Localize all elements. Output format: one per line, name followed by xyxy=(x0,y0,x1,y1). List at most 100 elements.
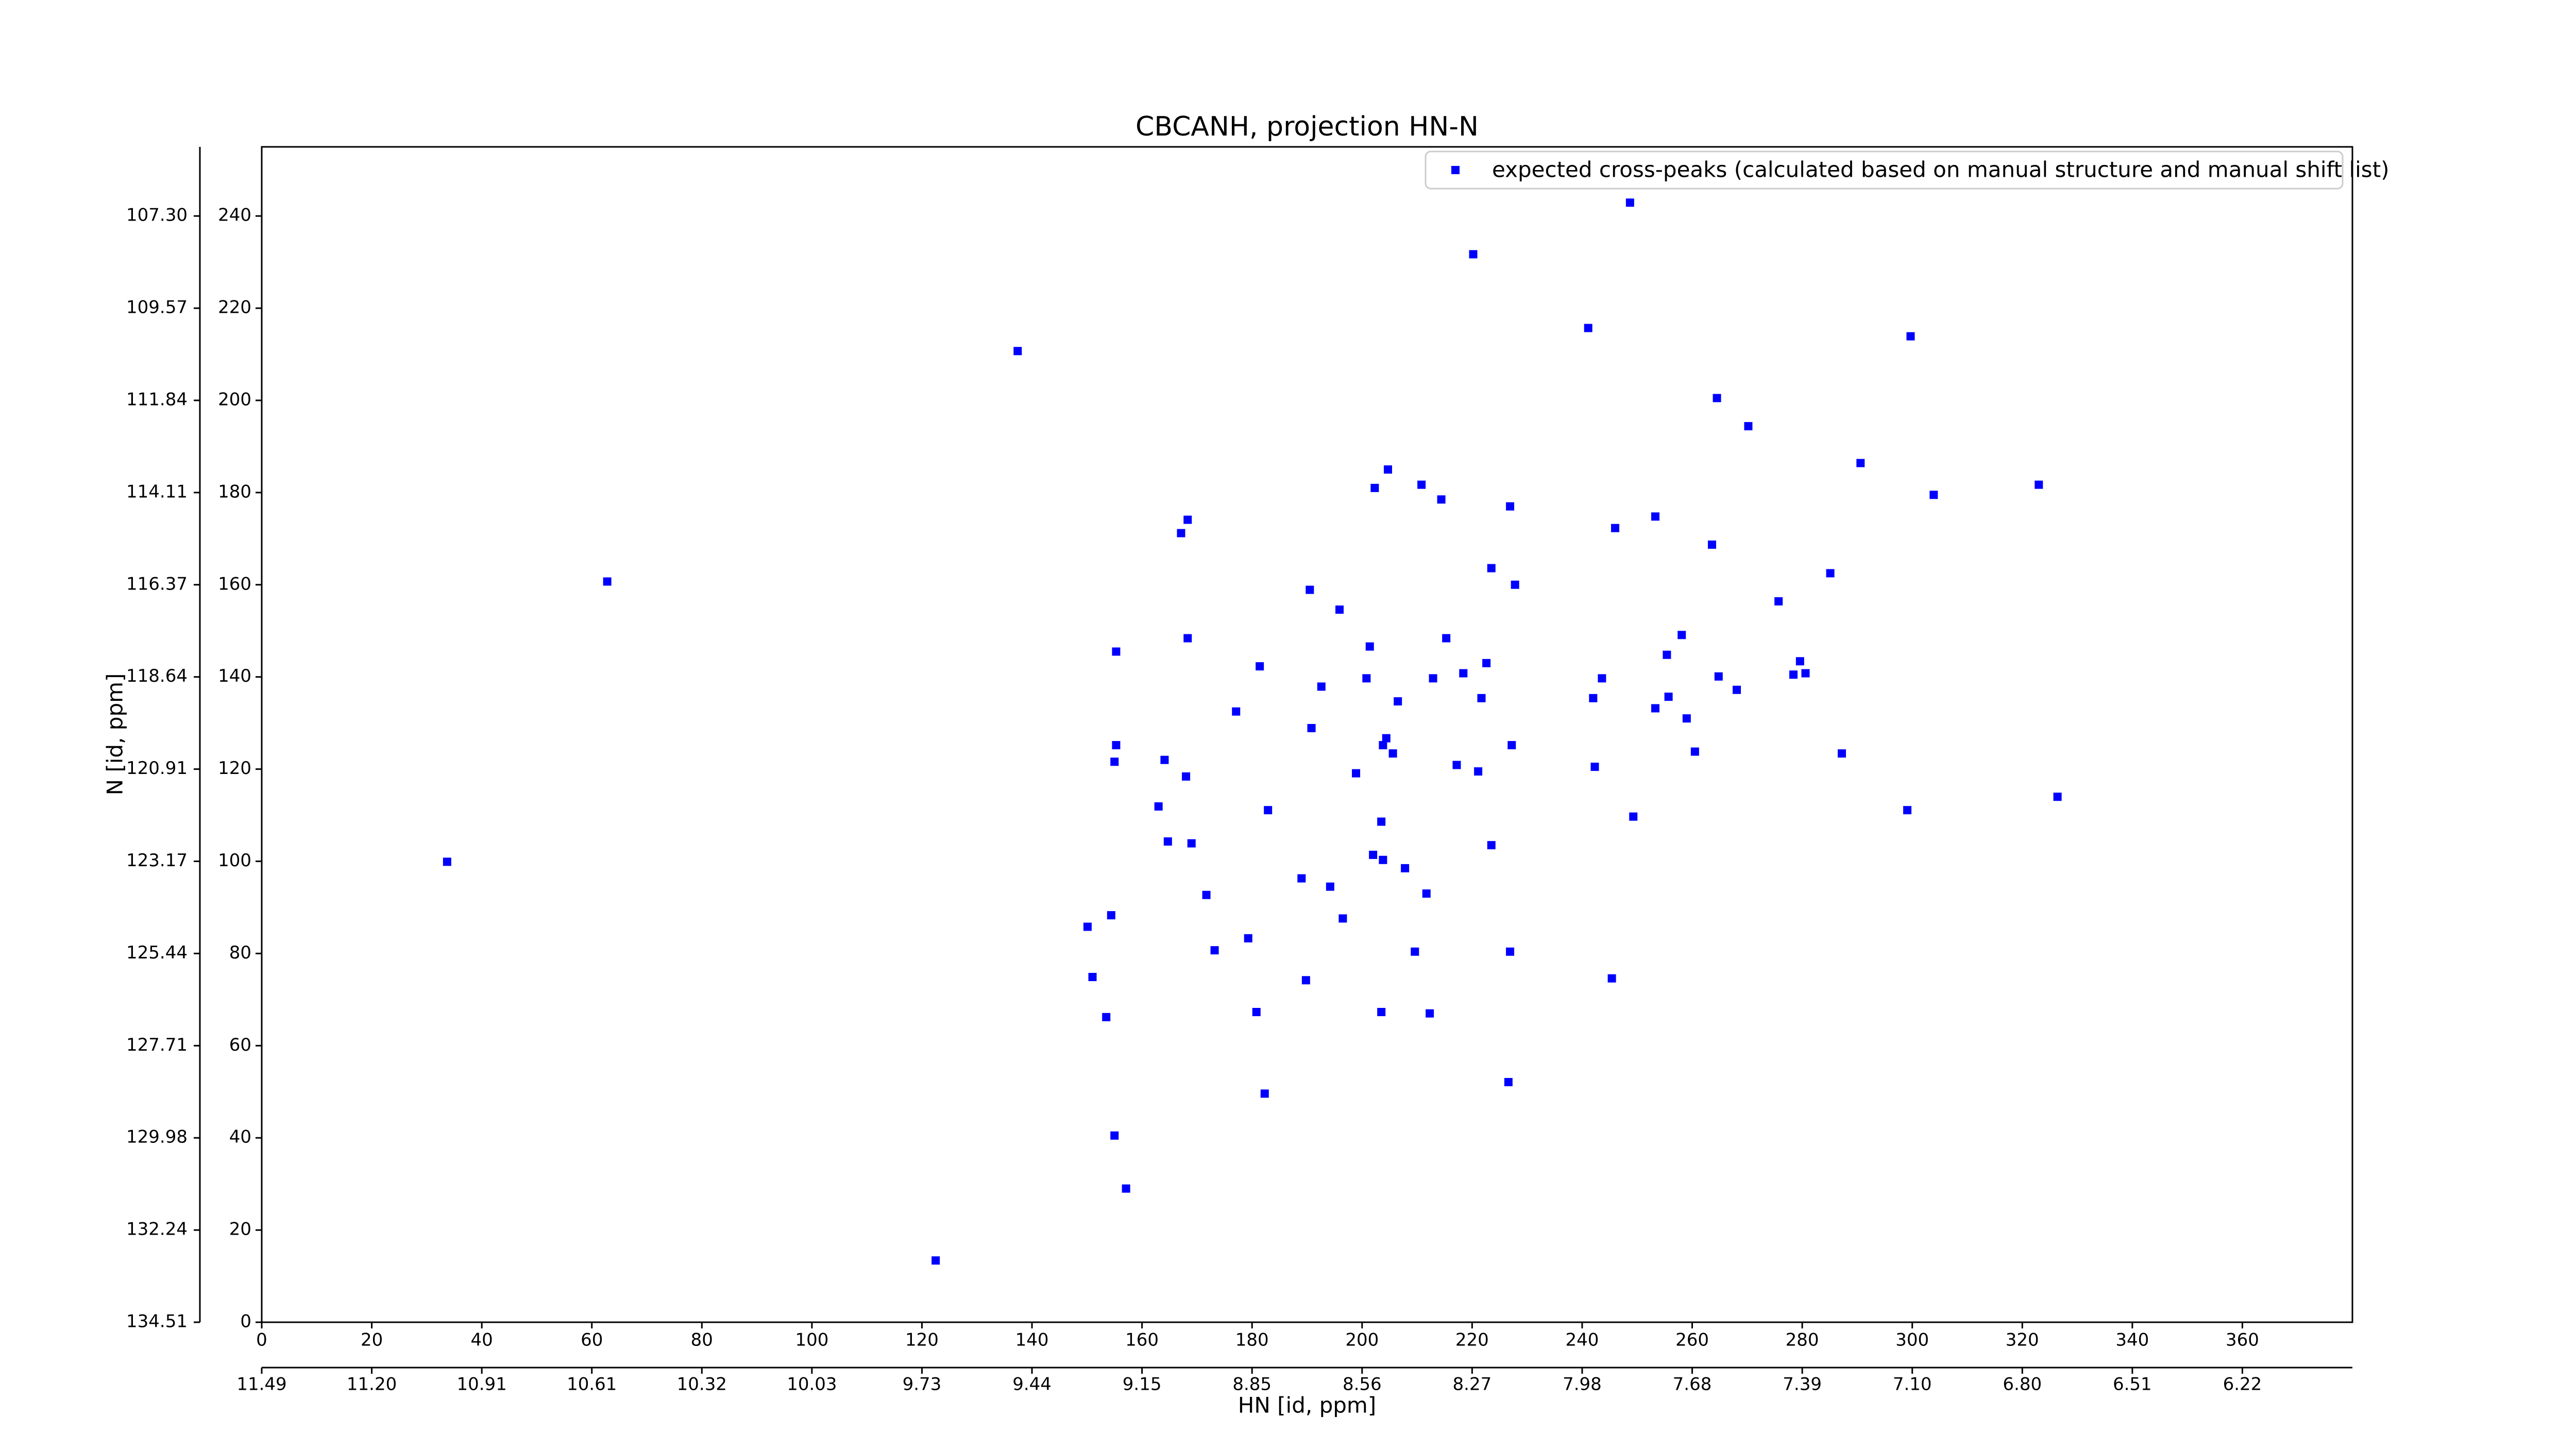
cross-peak xyxy=(1733,685,1741,694)
cross-peak xyxy=(1417,480,1426,489)
cross-peak xyxy=(1264,806,1273,815)
y-tick-label: 80 xyxy=(229,942,251,963)
x-tick-label: 140 xyxy=(1015,1330,1049,1351)
x-tick-label: 260 xyxy=(1675,1330,1709,1351)
y-tick-label: 0 xyxy=(240,1311,251,1332)
cross-peak xyxy=(1690,747,1699,756)
cross-peak xyxy=(1677,631,1686,639)
cross-peak xyxy=(1112,741,1121,750)
cross-peak xyxy=(1110,1131,1119,1140)
cross-peak xyxy=(1651,704,1659,713)
y-tick-label: 160 xyxy=(218,574,251,594)
x2-tick-label: 6.51 xyxy=(2113,1374,2152,1395)
cross-peak xyxy=(1183,515,1192,524)
y2-tick-label: 111.84 xyxy=(126,389,188,410)
x-tick-label: 40 xyxy=(471,1330,493,1351)
cross-peak xyxy=(1607,974,1616,983)
y-tick-label: 220 xyxy=(218,297,251,318)
x2-tick-label: 10.03 xyxy=(787,1374,837,1395)
cross-peak xyxy=(1383,465,1392,474)
cross-peak xyxy=(1774,597,1783,605)
x-tick-label: 200 xyxy=(1345,1330,1379,1351)
x-tick-label: 100 xyxy=(795,1330,828,1351)
cross-peak xyxy=(1801,669,1810,678)
y2-tick-label: 120.91 xyxy=(126,758,188,779)
cross-peak xyxy=(1377,1007,1386,1016)
cross-peak xyxy=(1504,1077,1513,1086)
cross-peak xyxy=(1929,491,1938,499)
x2-tick-label: 8.85 xyxy=(1232,1374,1272,1395)
cross-peak xyxy=(1110,757,1119,766)
cross-peak xyxy=(1326,882,1334,891)
y-tick-label: 120 xyxy=(218,758,251,779)
y-tick-label: 140 xyxy=(218,666,251,686)
y2-tick-label: 127.71 xyxy=(126,1035,188,1055)
cross-peak xyxy=(1487,841,1496,850)
x-tick-label: 300 xyxy=(1895,1330,1929,1351)
cross-peak xyxy=(1651,512,1659,521)
cross-peak xyxy=(1744,422,1753,431)
cross-peak xyxy=(1625,198,1634,207)
cross-peak xyxy=(603,577,612,586)
cross-peak xyxy=(1826,569,1835,578)
plot-frame xyxy=(261,146,2353,1323)
cross-peak xyxy=(1013,347,1022,356)
cross-peak xyxy=(1437,495,1446,504)
x-tick-label: 220 xyxy=(1455,1330,1489,1351)
cross-peak xyxy=(1713,394,1721,402)
cross-peak xyxy=(1598,674,1606,683)
x-axis-label: HN [id, ppm] xyxy=(1238,1393,1376,1418)
cross-peak xyxy=(1903,806,1912,815)
cross-peak xyxy=(1714,672,1723,681)
cross-peak xyxy=(1611,524,1620,532)
y2-tick-label: 116.37 xyxy=(126,574,188,594)
y2-tick-label: 125.44 xyxy=(126,942,188,963)
cross-peak xyxy=(1629,812,1638,821)
cross-peak xyxy=(1664,693,1673,701)
cross-peak xyxy=(1088,973,1097,982)
cross-peak xyxy=(1482,659,1491,667)
cross-peak xyxy=(1388,749,1397,758)
x-tick-label: 20 xyxy=(361,1330,383,1351)
x2-tick-label: 9.73 xyxy=(903,1374,942,1395)
cross-peak xyxy=(1506,947,1515,956)
y-tick-label: 180 xyxy=(218,481,251,502)
cross-peak xyxy=(1338,914,1347,923)
y-axis-label: N [id, ppm] xyxy=(103,673,128,796)
x2-tick-label: 7.39 xyxy=(1783,1374,1822,1395)
cross-peak xyxy=(1589,694,1598,702)
x2-tick-label: 10.32 xyxy=(677,1374,727,1395)
cross-peak xyxy=(1352,769,1361,778)
cross-peak xyxy=(1163,837,1172,846)
y2-tick-label: 134.51 xyxy=(126,1311,188,1332)
cross-peak xyxy=(1429,674,1437,683)
cross-peak xyxy=(1365,642,1374,651)
cross-peak xyxy=(1401,864,1410,872)
x-tick-label: 240 xyxy=(1565,1330,1599,1351)
cross-peak xyxy=(1317,682,1326,691)
chart-title: CBCANH, projection HN-N xyxy=(1136,111,1479,142)
x2-tick-label: 11.20 xyxy=(347,1374,397,1395)
cross-peak xyxy=(1210,946,1219,955)
cross-peak xyxy=(1182,772,1191,781)
y2-tick-label: 132.24 xyxy=(126,1219,188,1240)
y-tick-label: 100 xyxy=(218,850,251,871)
x-tick-label: 180 xyxy=(1235,1330,1269,1351)
legend-text: expected cross-peaks (calculated based o… xyxy=(1492,157,2389,182)
cross-peak xyxy=(1663,650,1671,659)
cross-peak xyxy=(443,857,451,866)
cross-peak xyxy=(1370,483,1379,492)
cross-peak xyxy=(1477,694,1486,702)
cross-peak xyxy=(1244,934,1252,942)
cross-peak xyxy=(1459,669,1468,678)
cross-peak xyxy=(1379,855,1387,864)
y2-tick-label: 118.64 xyxy=(126,666,188,686)
cross-peak xyxy=(1183,634,1192,643)
cross-peak xyxy=(1682,714,1691,723)
cross-peak xyxy=(1422,889,1431,898)
y-tick-label: 240 xyxy=(218,205,251,226)
cross-peak xyxy=(1487,564,1496,572)
x2-tick-label: 10.91 xyxy=(456,1374,506,1395)
cross-peak xyxy=(1252,1007,1261,1016)
cross-peak xyxy=(1083,922,1092,931)
